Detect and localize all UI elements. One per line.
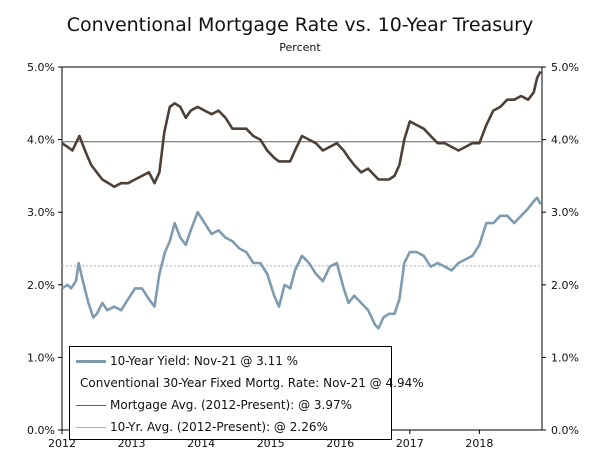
legend-item-mortgage-rate: Conventional 30-Year Fixed Mortg. Rate: … <box>76 372 424 394</box>
x-tick-label: 2012 <box>48 437 76 450</box>
legend-item-10yr-avg: 10-Yr. Avg. (2012-Present): @ 2.26% <box>76 416 385 438</box>
y-tick-label-left: 0.0% <box>27 424 55 437</box>
series-line-mortgage-rate <box>61 70 542 189</box>
legend-swatch-10yr-avg <box>76 426 106 428</box>
legend-label-10yr-avg: 10-Yr. Avg. (2012-Present): @ 2.26% <box>110 420 328 434</box>
y-tick-label-left: 5.0% <box>27 61 55 74</box>
y-tick-label-left: 1.0% <box>27 351 55 364</box>
legend-label-mortgage-rate: Conventional 30-Year Fixed Mortg. Rate: … <box>80 376 424 390</box>
x-tick-label: 2016 <box>326 437 354 450</box>
y-tick-label-right: 0.0% <box>551 424 579 437</box>
y-tick-label-right: 5.0% <box>551 61 579 74</box>
x-tick-label: 2014 <box>187 437 215 450</box>
series-line-10yr-yield <box>61 196 542 330</box>
legend-item-mortgage-avg: Mortgage Avg. (2012-Present): @ 3.97% <box>76 394 385 416</box>
legend-item-10yr-yield: 10-Year Yield: Nov-21 @ 3.11 % <box>76 350 385 372</box>
x-tick-label: 2018 <box>465 437 493 450</box>
y-tick-label-left: 2.0% <box>27 279 55 292</box>
legend-swatch-10yr-yield <box>76 359 106 363</box>
x-tick-label: 2017 <box>396 437 424 450</box>
y-tick-label-right: 3.0% <box>551 206 579 219</box>
y-tick-label-left: 3.0% <box>27 206 55 219</box>
x-tick-label: 2013 <box>118 437 146 450</box>
legend-label-mortgage-avg: Mortgage Avg. (2012-Present): @ 3.97% <box>110 398 353 412</box>
legend-label-10yr-yield: 10-Year Yield: Nov-21 @ 3.11 % <box>110 354 299 368</box>
y-tick-label-right: 4.0% <box>551 134 579 147</box>
y-tick-label-right: 2.0% <box>551 279 579 292</box>
legend-swatch-mortgage-avg <box>76 404 106 406</box>
chart-legend: 10-Year Yield: Nov-21 @ 3.11 % Conventio… <box>69 346 424 440</box>
y-tick-label-right: 1.0% <box>551 351 579 364</box>
x-tick-label: 2015 <box>257 437 285 450</box>
y-tick-label-left: 4.0% <box>27 134 55 147</box>
chart-subtitle: Percent <box>279 41 321 54</box>
chart-title: Conventional Mortgage Rate vs. 10-Year T… <box>66 14 534 36</box>
